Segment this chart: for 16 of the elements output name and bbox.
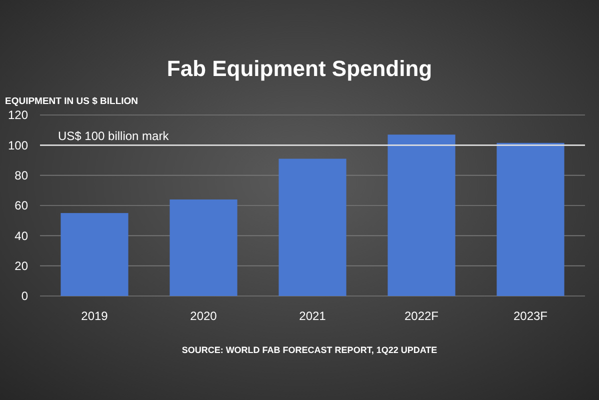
y-tick-label: 40	[14, 228, 28, 243]
y-tick-label: 120	[8, 108, 28, 122]
y-axis-title: EQUIPMENT IN US $ BILLION	[5, 96, 138, 107]
y-tick-label: 80	[14, 168, 28, 183]
x-tick-label: 2022F	[404, 309, 439, 323]
y-tick-label: 60	[14, 198, 28, 213]
x-tick-label: 2019	[81, 309, 108, 323]
chart-title: Fab Equipment Spending	[166, 56, 432, 81]
y-tick-label: 100	[8, 138, 28, 152]
y-tick-label: 20	[14, 259, 28, 274]
x-tick-label: 2023F	[513, 309, 548, 323]
y-tick-label: 0	[21, 289, 28, 304]
source-note: SOURCE: WORLD FAB FORECAST REPORT, 1Q22 UPDATE	[182, 345, 438, 355]
x-tick-label: 2021	[299, 309, 326, 323]
ref-line-label: US$ 100 billion mark	[58, 129, 170, 144]
x-tick-label: 2020	[190, 309, 218, 323]
